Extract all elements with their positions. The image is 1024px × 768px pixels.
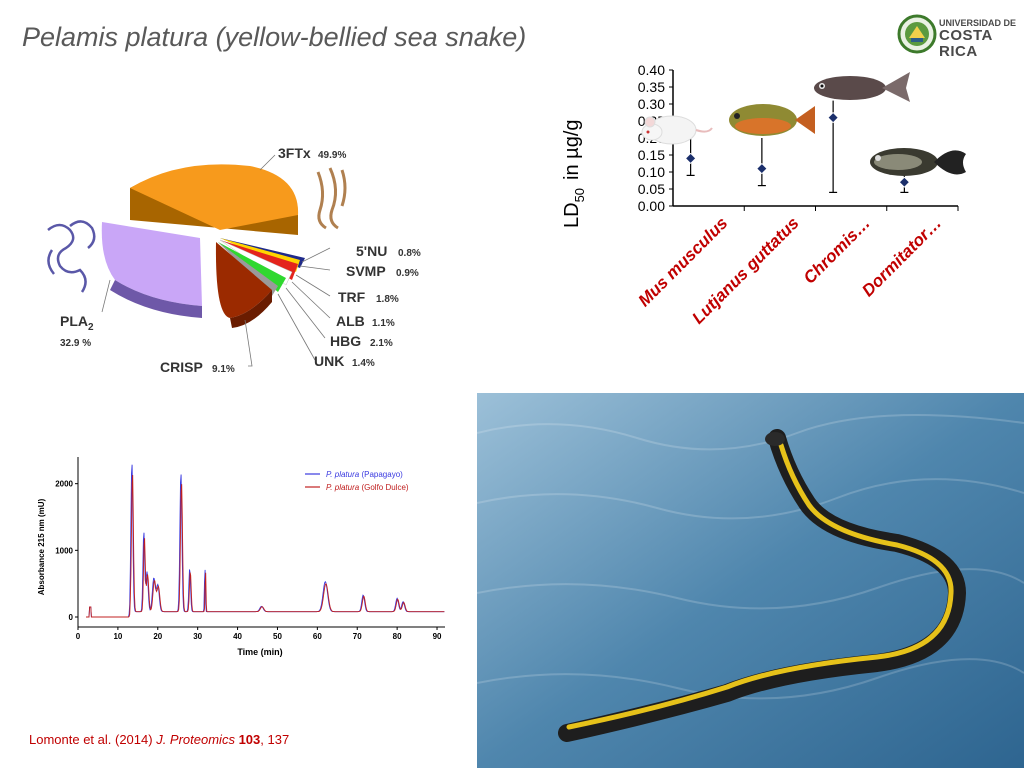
legend-item-papagayo: P. platura (Papagayo) [326, 470, 403, 479]
chrom-x-tick-label: 30 [193, 632, 202, 641]
sea-snake-photo [477, 393, 1024, 768]
pie-label-trf: TRF [338, 289, 366, 305]
pie-slice-pla2 [101, 222, 202, 306]
chrom-x-tick-label: 70 [353, 632, 362, 641]
logo-line-2: COSTA RICA [939, 27, 993, 60]
ld50-y-tick-label: 0.05 [638, 181, 665, 197]
3ftx-structure-icon [316, 167, 347, 230]
chrom-x-label: Time (min) [237, 647, 282, 657]
pie-pct-crisp: 9.1% [212, 364, 235, 375]
pie-slice-pla2-side [110, 280, 202, 318]
venom-pie-chart: 3FTx 49.9% 5'NU 0.8% SVMP 0.9% TRF 1.8% … [47, 145, 421, 375]
ld50-chart: 0.400.350.300.250.200.150.100.050.00 Mus… [561, 62, 966, 328]
ld50-y-tick-label: 0.30 [638, 96, 665, 112]
chrom-x-tick-label: 90 [433, 632, 442, 641]
chrom-y-tick-label: 2000 [55, 480, 73, 489]
ld50-y-tick-label: 0.15 [638, 147, 665, 163]
water-background [477, 393, 1024, 768]
pie-label-hbg: HBG [330, 333, 361, 349]
ld50-point [827, 112, 839, 124]
chrom-y-ticks: 2000 1000 0 [55, 480, 78, 622]
pla2-structure-icon [47, 220, 96, 293]
pie-pct-unk: 1.4% [352, 358, 375, 369]
chrom-y-tick-label: 1000 [55, 546, 73, 555]
legend-item-golfo-dulce: P. platura (Golfo Dulce) [326, 483, 409, 492]
pie-label-unk: UNK [314, 353, 344, 369]
reference-volume: 103 [238, 732, 261, 747]
mouse-icon [641, 115, 713, 145]
university-seal-icon [897, 14, 937, 54]
pie-slice-crisp-side [230, 290, 272, 328]
pie-pct-3ftx: 49.9% [318, 150, 346, 161]
pie-label-crisp: CRISP [160, 359, 203, 375]
chrom-x-tick-label: 50 [273, 632, 282, 641]
university-logo: UNIVERSIDAD DE COSTA RICA [897, 12, 1017, 60]
pie-label-pla2: PLA2 [60, 313, 94, 333]
pie-slice-3ftx [130, 164, 299, 230]
sea-snake-icon [558, 429, 967, 742]
reference-journal: J. Proteomics [156, 732, 239, 747]
ld50-y-tick-label: 0.10 [638, 164, 665, 180]
lutjanus-fish-icon [729, 104, 815, 136]
reference-citation: Lomonte et al. (2014) J. Proteomics 103,… [29, 732, 289, 747]
pie-pct-5nu: 0.8% [398, 248, 421, 259]
chrom-x-ticks: 0 10 20 30 40 50 60 70 80 90 [76, 627, 442, 641]
chromis-fish-icon [814, 72, 910, 102]
chrom-series-golfo-dulce [86, 474, 445, 618]
pie-pct-svmp: 0.9% [396, 268, 419, 279]
ld50-y-label: LD50in µg/g [561, 120, 587, 229]
ld50-point [685, 152, 697, 164]
pie-label-alb: ALB [336, 313, 365, 329]
pie-label-3ftx: 3FTx [278, 145, 311, 161]
chrom-x-tick-label: 60 [313, 632, 322, 641]
chrom-x-tick-label: 10 [113, 632, 122, 641]
svg-text:LD50in µg/g: LD50in µg/g [561, 120, 587, 229]
chrom-x-tick-label: 0 [76, 632, 81, 641]
pie-label-5nu: 5'NU [356, 243, 387, 259]
pie-label-svmp: SVMP [346, 263, 386, 279]
pie-pct-pla2: 32.9 % [60, 338, 91, 349]
ld50-y-tick-label: 0.35 [638, 79, 665, 95]
reference-pages: , 137 [260, 732, 290, 747]
dormitator-fish-icon [870, 148, 966, 176]
ld50-point [898, 176, 910, 188]
pie-slice-crisp [215, 242, 272, 318]
slide-title: Pelamis platura (yellow-bellied sea snak… [22, 22, 527, 52]
chrom-x-tick-label: 20 [153, 632, 162, 641]
ld50-point [756, 163, 768, 175]
chrom-y-tick-label: 0 [69, 613, 74, 622]
chrom-legend: P. platura (Papagayo) P. platura (Golfo … [305, 470, 409, 492]
logo-line-1: UNIVERSIDAD DE [939, 18, 1017, 28]
ld50-y-tick-label: 0.00 [638, 198, 665, 214]
chrom-x-tick-label: 80 [393, 632, 402, 641]
chromatogram-chart: 0 10 20 30 40 50 60 70 80 90 2000 1000 0 Time (min)… [37, 457, 445, 657]
ld50-y-tick-label: 0.40 [638, 62, 665, 78]
chrom-x-tick-label: 40 [233, 632, 242, 641]
pie-pct-trf: 1.8% [376, 294, 399, 305]
chrom-y-label: Absorbance 215 nm (mU) [37, 498, 46, 595]
pie-pct-alb: 1.1% [372, 318, 395, 329]
ld50-category-label: Chromis… [800, 213, 874, 287]
pie-pct-hbg: 2.1% [370, 338, 393, 349]
reference-authors: Lomonte et al. (2014) [29, 732, 157, 747]
